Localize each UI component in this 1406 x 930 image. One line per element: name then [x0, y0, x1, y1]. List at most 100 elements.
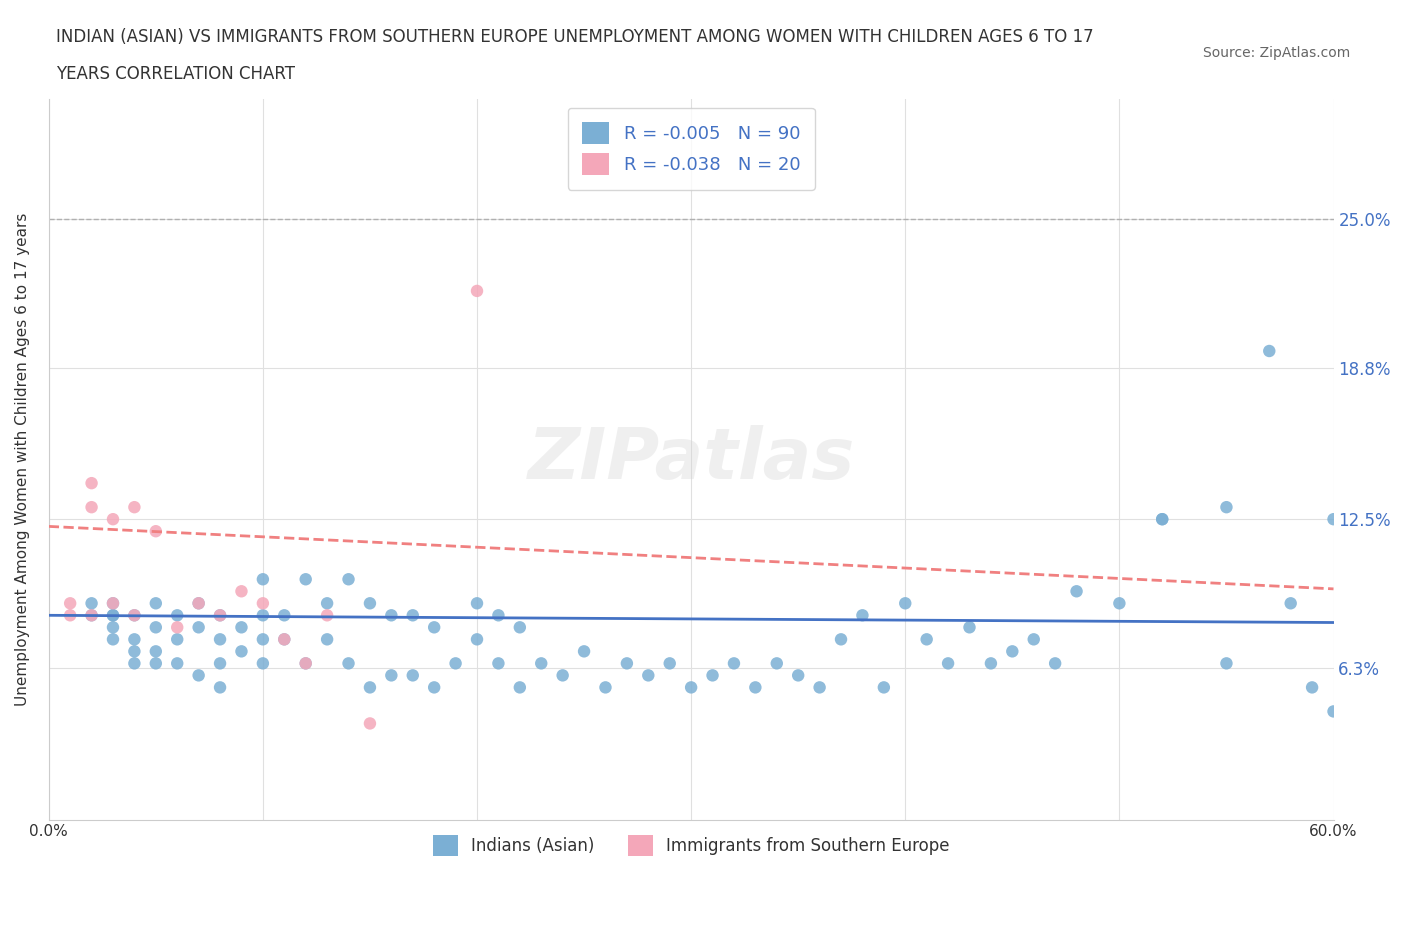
Point	[486, 608, 509, 623]
Point	[187, 668, 209, 683]
Point	[294, 656, 316, 671]
Point	[273, 631, 295, 646]
Point	[423, 680, 446, 695]
Point	[616, 656, 638, 671]
Point	[444, 656, 467, 671]
Point	[316, 631, 339, 646]
Legend: Indians (Asian), Immigrants from Southern Europe: Indians (Asian), Immigrants from Souther…	[419, 822, 963, 869]
Point	[337, 572, 360, 587]
Point	[1108, 596, 1130, 611]
Point	[1022, 631, 1045, 646]
Point	[936, 656, 959, 671]
Point	[1043, 656, 1066, 671]
Point	[551, 668, 574, 683]
Point	[1001, 644, 1024, 658]
Point	[273, 608, 295, 623]
Point	[423, 620, 446, 635]
Point	[80, 596, 103, 611]
Point	[509, 620, 531, 635]
Y-axis label: Unemployment Among Women with Children Ages 6 to 17 years: Unemployment Among Women with Children A…	[15, 212, 30, 706]
Point	[209, 680, 232, 695]
Point	[252, 631, 274, 646]
Point	[1152, 512, 1174, 526]
Point	[145, 620, 167, 635]
Point	[145, 644, 167, 658]
Point	[101, 596, 124, 611]
Point	[187, 596, 209, 611]
Point	[980, 656, 1002, 671]
Point	[765, 656, 787, 671]
Point	[209, 608, 232, 623]
Point	[1322, 512, 1344, 526]
Point	[145, 596, 167, 611]
Point	[252, 572, 274, 587]
Point	[101, 596, 124, 611]
Point	[1322, 704, 1344, 719]
Point	[1215, 499, 1237, 514]
Point	[744, 680, 766, 695]
Point	[101, 631, 124, 646]
Point	[80, 499, 103, 514]
Point	[1066, 584, 1088, 599]
Point	[316, 596, 339, 611]
Point	[873, 680, 896, 695]
Point	[316, 608, 339, 623]
Point	[231, 584, 253, 599]
Point	[187, 596, 209, 611]
Point	[231, 620, 253, 635]
Point	[252, 596, 274, 611]
Point	[486, 656, 509, 671]
Point	[124, 644, 146, 658]
Point	[359, 680, 381, 695]
Point	[166, 620, 188, 635]
Point	[894, 596, 917, 611]
Point	[1258, 343, 1281, 358]
Point	[465, 596, 488, 611]
Point	[273, 631, 295, 646]
Point	[380, 668, 402, 683]
Point	[166, 631, 188, 646]
Point	[380, 608, 402, 623]
Point	[702, 668, 724, 683]
Point	[509, 680, 531, 695]
Point	[101, 608, 124, 623]
Point	[658, 656, 681, 671]
Point	[124, 656, 146, 671]
Point	[166, 608, 188, 623]
Point	[359, 716, 381, 731]
Text: ZIPatlas: ZIPatlas	[527, 425, 855, 494]
Point	[402, 608, 425, 623]
Point	[465, 631, 488, 646]
Point	[252, 656, 274, 671]
Point	[808, 680, 831, 695]
Point	[124, 608, 146, 623]
Point	[787, 668, 810, 683]
Point	[1215, 656, 1237, 671]
Point	[101, 620, 124, 635]
Point	[252, 608, 274, 623]
Point	[572, 644, 595, 658]
Point	[101, 608, 124, 623]
Point	[231, 644, 253, 658]
Point	[101, 512, 124, 526]
Point	[124, 631, 146, 646]
Point	[1301, 680, 1323, 695]
Text: Source: ZipAtlas.com: Source: ZipAtlas.com	[1202, 46, 1350, 60]
Point	[124, 499, 146, 514]
Point	[145, 524, 167, 538]
Point	[209, 608, 232, 623]
Point	[851, 608, 873, 623]
Point	[145, 656, 167, 671]
Point	[465, 284, 488, 299]
Point	[124, 608, 146, 623]
Point	[59, 608, 82, 623]
Point	[80, 476, 103, 491]
Point	[915, 631, 938, 646]
Point	[595, 680, 617, 695]
Point	[830, 631, 852, 646]
Point	[359, 596, 381, 611]
Text: YEARS CORRELATION CHART: YEARS CORRELATION CHART	[56, 65, 295, 83]
Point	[723, 656, 745, 671]
Point	[294, 572, 316, 587]
Point	[337, 656, 360, 671]
